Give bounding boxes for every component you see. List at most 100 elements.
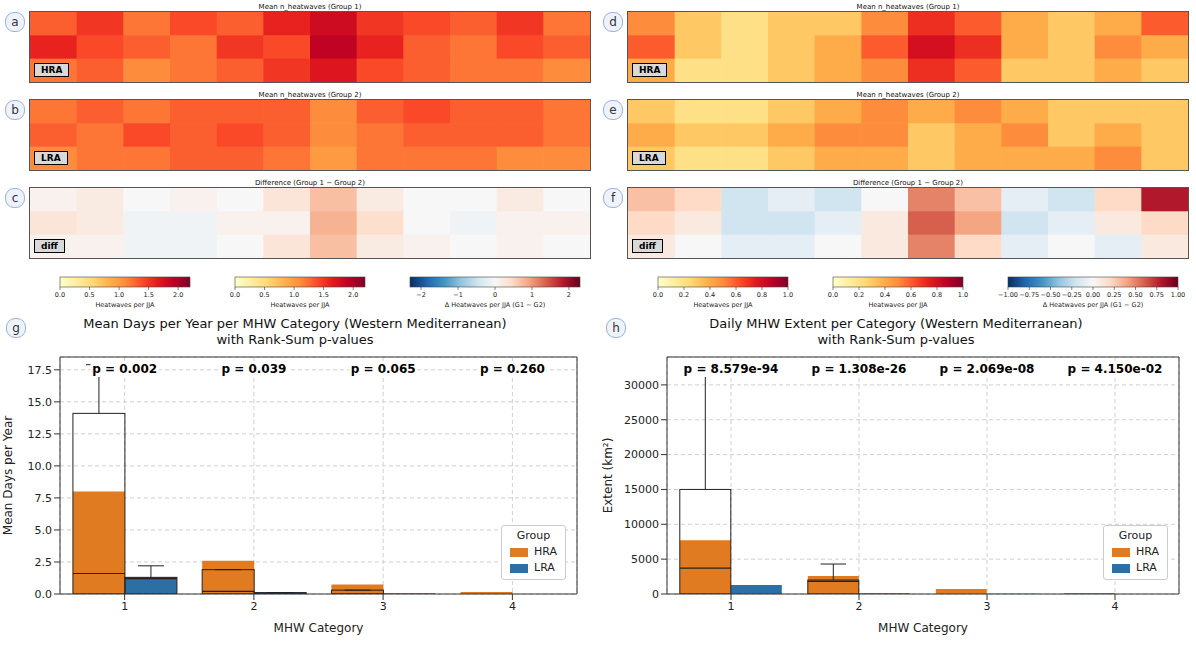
html-text:HRA: HRA <box>534 545 557 558</box>
html-text:Mean n_heatwaves (Group 2): Mean n_heatwaves (Group 2) <box>258 91 362 99</box>
svg-text:p = 0.260: p = 0.260 <box>480 362 545 376</box>
svg-text:1: 1 <box>121 600 128 613</box>
svg-text:3: 3 <box>380 600 387 613</box>
html-text:LRA: LRA <box>534 561 555 574</box>
svg-text:25000: 25000 <box>624 414 659 427</box>
svg-text:1: 1 <box>728 600 735 613</box>
svg-text:4: 4 <box>1112 600 1119 613</box>
svg-text:1.00: 1.00 <box>1171 291 1185 299</box>
html-text:HRA: HRA <box>1136 545 1159 558</box>
html-text:Mean Days per Year per MHW Cat: Mean Days per Year per MHW Category (Wes… <box>83 316 507 331</box>
html-text:Difference (Group 1 − Group 2): Difference (Group 1 − Group 2) <box>255 179 365 187</box>
svg-text:0.2: 0.2 <box>854 291 864 299</box>
html-text:LRA: LRA <box>1136 561 1157 574</box>
svg-text:Heatwaves per JJA: Heatwaves per JJA <box>693 301 753 309</box>
svg-text:p = 0.065: p = 0.065 <box>351 362 416 376</box>
svg-text:2.0: 2.0 <box>173 291 183 299</box>
svg-text:0.4: 0.4 <box>705 291 715 299</box>
svg-text:Δ Heatwaves per JJA (G1 − G2): Δ Heatwaves per JJA (G1 − G2) <box>1043 301 1144 309</box>
svg-text:2.0: 2.0 <box>348 291 358 299</box>
svg-text:1.0: 1.0 <box>114 291 124 299</box>
svg-text:1.5: 1.5 <box>143 291 153 299</box>
svg-text:0.2: 0.2 <box>679 291 689 299</box>
html-text:LRA: LRA <box>639 153 659 163</box>
svg-text:12.5: 12.5 <box>28 428 53 441</box>
svg-text:17.5: 17.5 <box>28 364 53 377</box>
svg-text:2: 2 <box>567 291 571 299</box>
svg-text:10.0: 10.0 <box>28 460 53 473</box>
svg-text:0.0: 0.0 <box>230 291 240 299</box>
svg-text:p = 2.069e-08: p = 2.069e-08 <box>940 362 1035 376</box>
svg-text:2.5: 2.5 <box>35 556 53 569</box>
svg-text:p = 0.002: p = 0.002 <box>92 362 157 376</box>
svg-text:Extent (km²): Extent (km²) <box>601 438 615 514</box>
svg-text:0: 0 <box>652 588 659 601</box>
html-text:with Rank-Sum p-values: with Rank-Sum p-values <box>216 332 374 347</box>
svg-text:p = 0.039: p = 0.039 <box>221 362 286 376</box>
svg-text:0.8: 0.8 <box>932 291 942 299</box>
html-text:diff: diff <box>639 241 656 251</box>
svg-text:0.25: 0.25 <box>1107 291 1121 299</box>
svg-text:1.5: 1.5 <box>318 291 328 299</box>
html-text:Daily MHW Extent per Category: Daily MHW Extent per Category (Western M… <box>709 316 1083 331</box>
svg-text:0.00: 0.00 <box>1086 291 1100 299</box>
html-text:c: c <box>11 191 19 205</box>
svg-text:3: 3 <box>984 600 991 613</box>
html-text:with Rank-Sum p-values: with Rank-Sum p-values <box>817 332 975 347</box>
svg-text:Heatwaves per JJA: Heatwaves per JJA <box>868 301 928 309</box>
svg-text:Heatwaves per JJA: Heatwaves per JJA <box>95 301 155 309</box>
svg-text:5.0: 5.0 <box>35 524 53 537</box>
svg-text:MHW Category: MHW Category <box>274 621 364 635</box>
svg-text:0.0: 0.0 <box>35 588 53 601</box>
svg-text:15000: 15000 <box>624 483 659 496</box>
svg-text:−0.75: −0.75 <box>1019 291 1039 299</box>
svg-text:0: 0 <box>493 291 497 299</box>
svg-text:MHW Category: MHW Category <box>878 621 968 635</box>
svg-text:4: 4 <box>509 600 516 613</box>
svg-text:15.0: 15.0 <box>28 396 53 409</box>
html-text:diff: diff <box>41 241 58 251</box>
svg-text:0.0: 0.0 <box>828 291 838 299</box>
svg-text:1: 1 <box>530 291 534 299</box>
svg-text:−1.00: −1.00 <box>998 291 1018 299</box>
svg-text:0.5: 0.5 <box>259 291 269 299</box>
svg-text:1.0: 1.0 <box>783 291 793 299</box>
svg-text:0.6: 0.6 <box>731 291 741 299</box>
svg-text:Δ Heatwaves per JJA (G1 − G2): Δ Heatwaves per JJA (G1 − G2) <box>445 301 546 309</box>
svg-text:1.0: 1.0 <box>289 291 299 299</box>
svg-text:0.75: 0.75 <box>1150 291 1164 299</box>
svg-text:0.0: 0.0 <box>653 291 663 299</box>
html-text:Group: Group <box>1118 529 1153 542</box>
svg-text:10000: 10000 <box>624 518 659 531</box>
svg-text:7.5: 7.5 <box>35 492 53 505</box>
svg-text:p = 4.150e-02: p = 4.150e-02 <box>1068 362 1163 376</box>
svg-text:0.6: 0.6 <box>906 291 916 299</box>
html-text:LRA: LRA <box>41 153 61 163</box>
svg-text:1.0: 1.0 <box>958 291 968 299</box>
html-text:HRA: HRA <box>41 65 63 75</box>
svg-text:30000: 30000 <box>624 379 659 392</box>
html-text:b: b <box>11 103 19 117</box>
svg-text:0.5: 0.5 <box>84 291 94 299</box>
html-text:d: d <box>609 15 617 29</box>
svg-text:2: 2 <box>250 600 257 613</box>
html-text:a: a <box>11 15 19 29</box>
html-text:HRA: HRA <box>639 65 661 75</box>
svg-text:0.0: 0.0 <box>55 291 65 299</box>
svg-text:20000: 20000 <box>624 448 659 461</box>
html-text:Group: Group <box>516 529 551 542</box>
svg-text:0.8: 0.8 <box>757 291 767 299</box>
svg-text:p = 1.308e-26: p = 1.308e-26 <box>812 362 907 376</box>
svg-text:p = 8.579e-94: p = 8.579e-94 <box>684 362 779 376</box>
svg-text:−0.25: −0.25 <box>1062 291 1082 299</box>
svg-text:−0.50: −0.50 <box>1041 291 1061 299</box>
svg-text:2: 2 <box>856 600 863 613</box>
svg-text:0.50: 0.50 <box>1128 291 1142 299</box>
svg-text:5000: 5000 <box>631 553 659 566</box>
svg-text:−2: −2 <box>416 291 426 299</box>
svg-text:0.4: 0.4 <box>880 291 890 299</box>
svg-text:Heatwaves per JJA: Heatwaves per JJA <box>270 301 330 309</box>
svg-text:−1: −1 <box>453 291 463 299</box>
html-text:Mean n_heatwaves (Group 1): Mean n_heatwaves (Group 1) <box>258 3 362 11</box>
svg-text:Mean Days per Year: Mean Days per Year <box>1 416 15 535</box>
